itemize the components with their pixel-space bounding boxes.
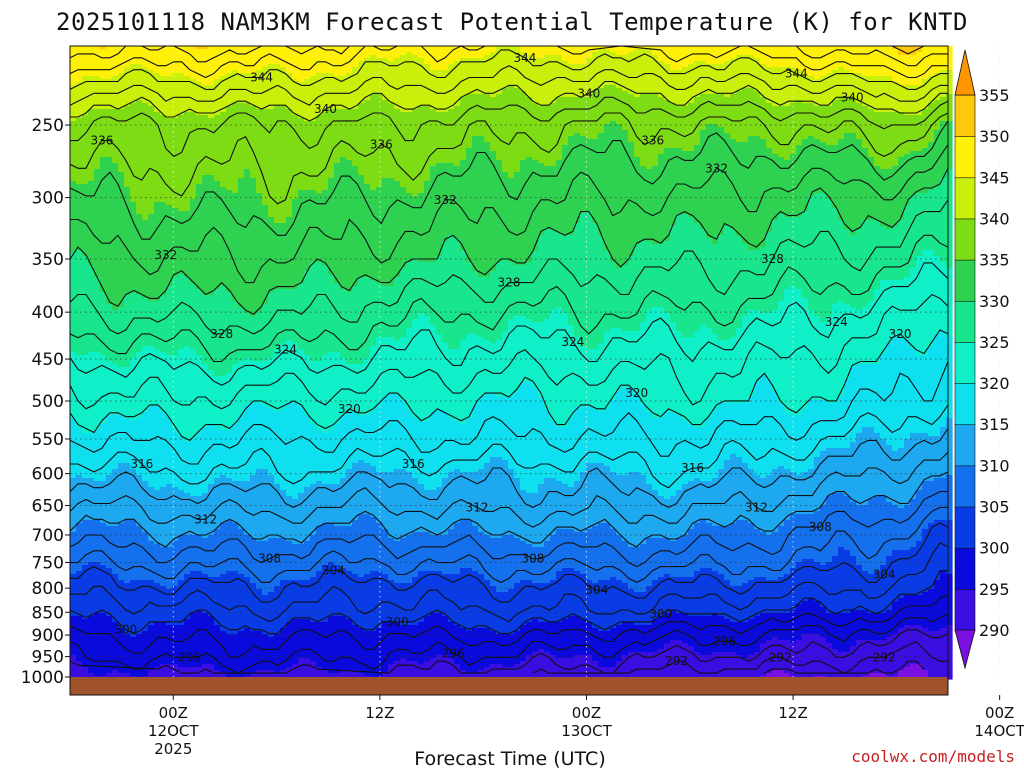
potential-temperature-chart: 2025101118 NAM3KM Forecast Potential Tem… [0, 0, 1024, 768]
chart-title: 2025101118 NAM3KM Forecast Potential Tem… [56, 8, 968, 36]
